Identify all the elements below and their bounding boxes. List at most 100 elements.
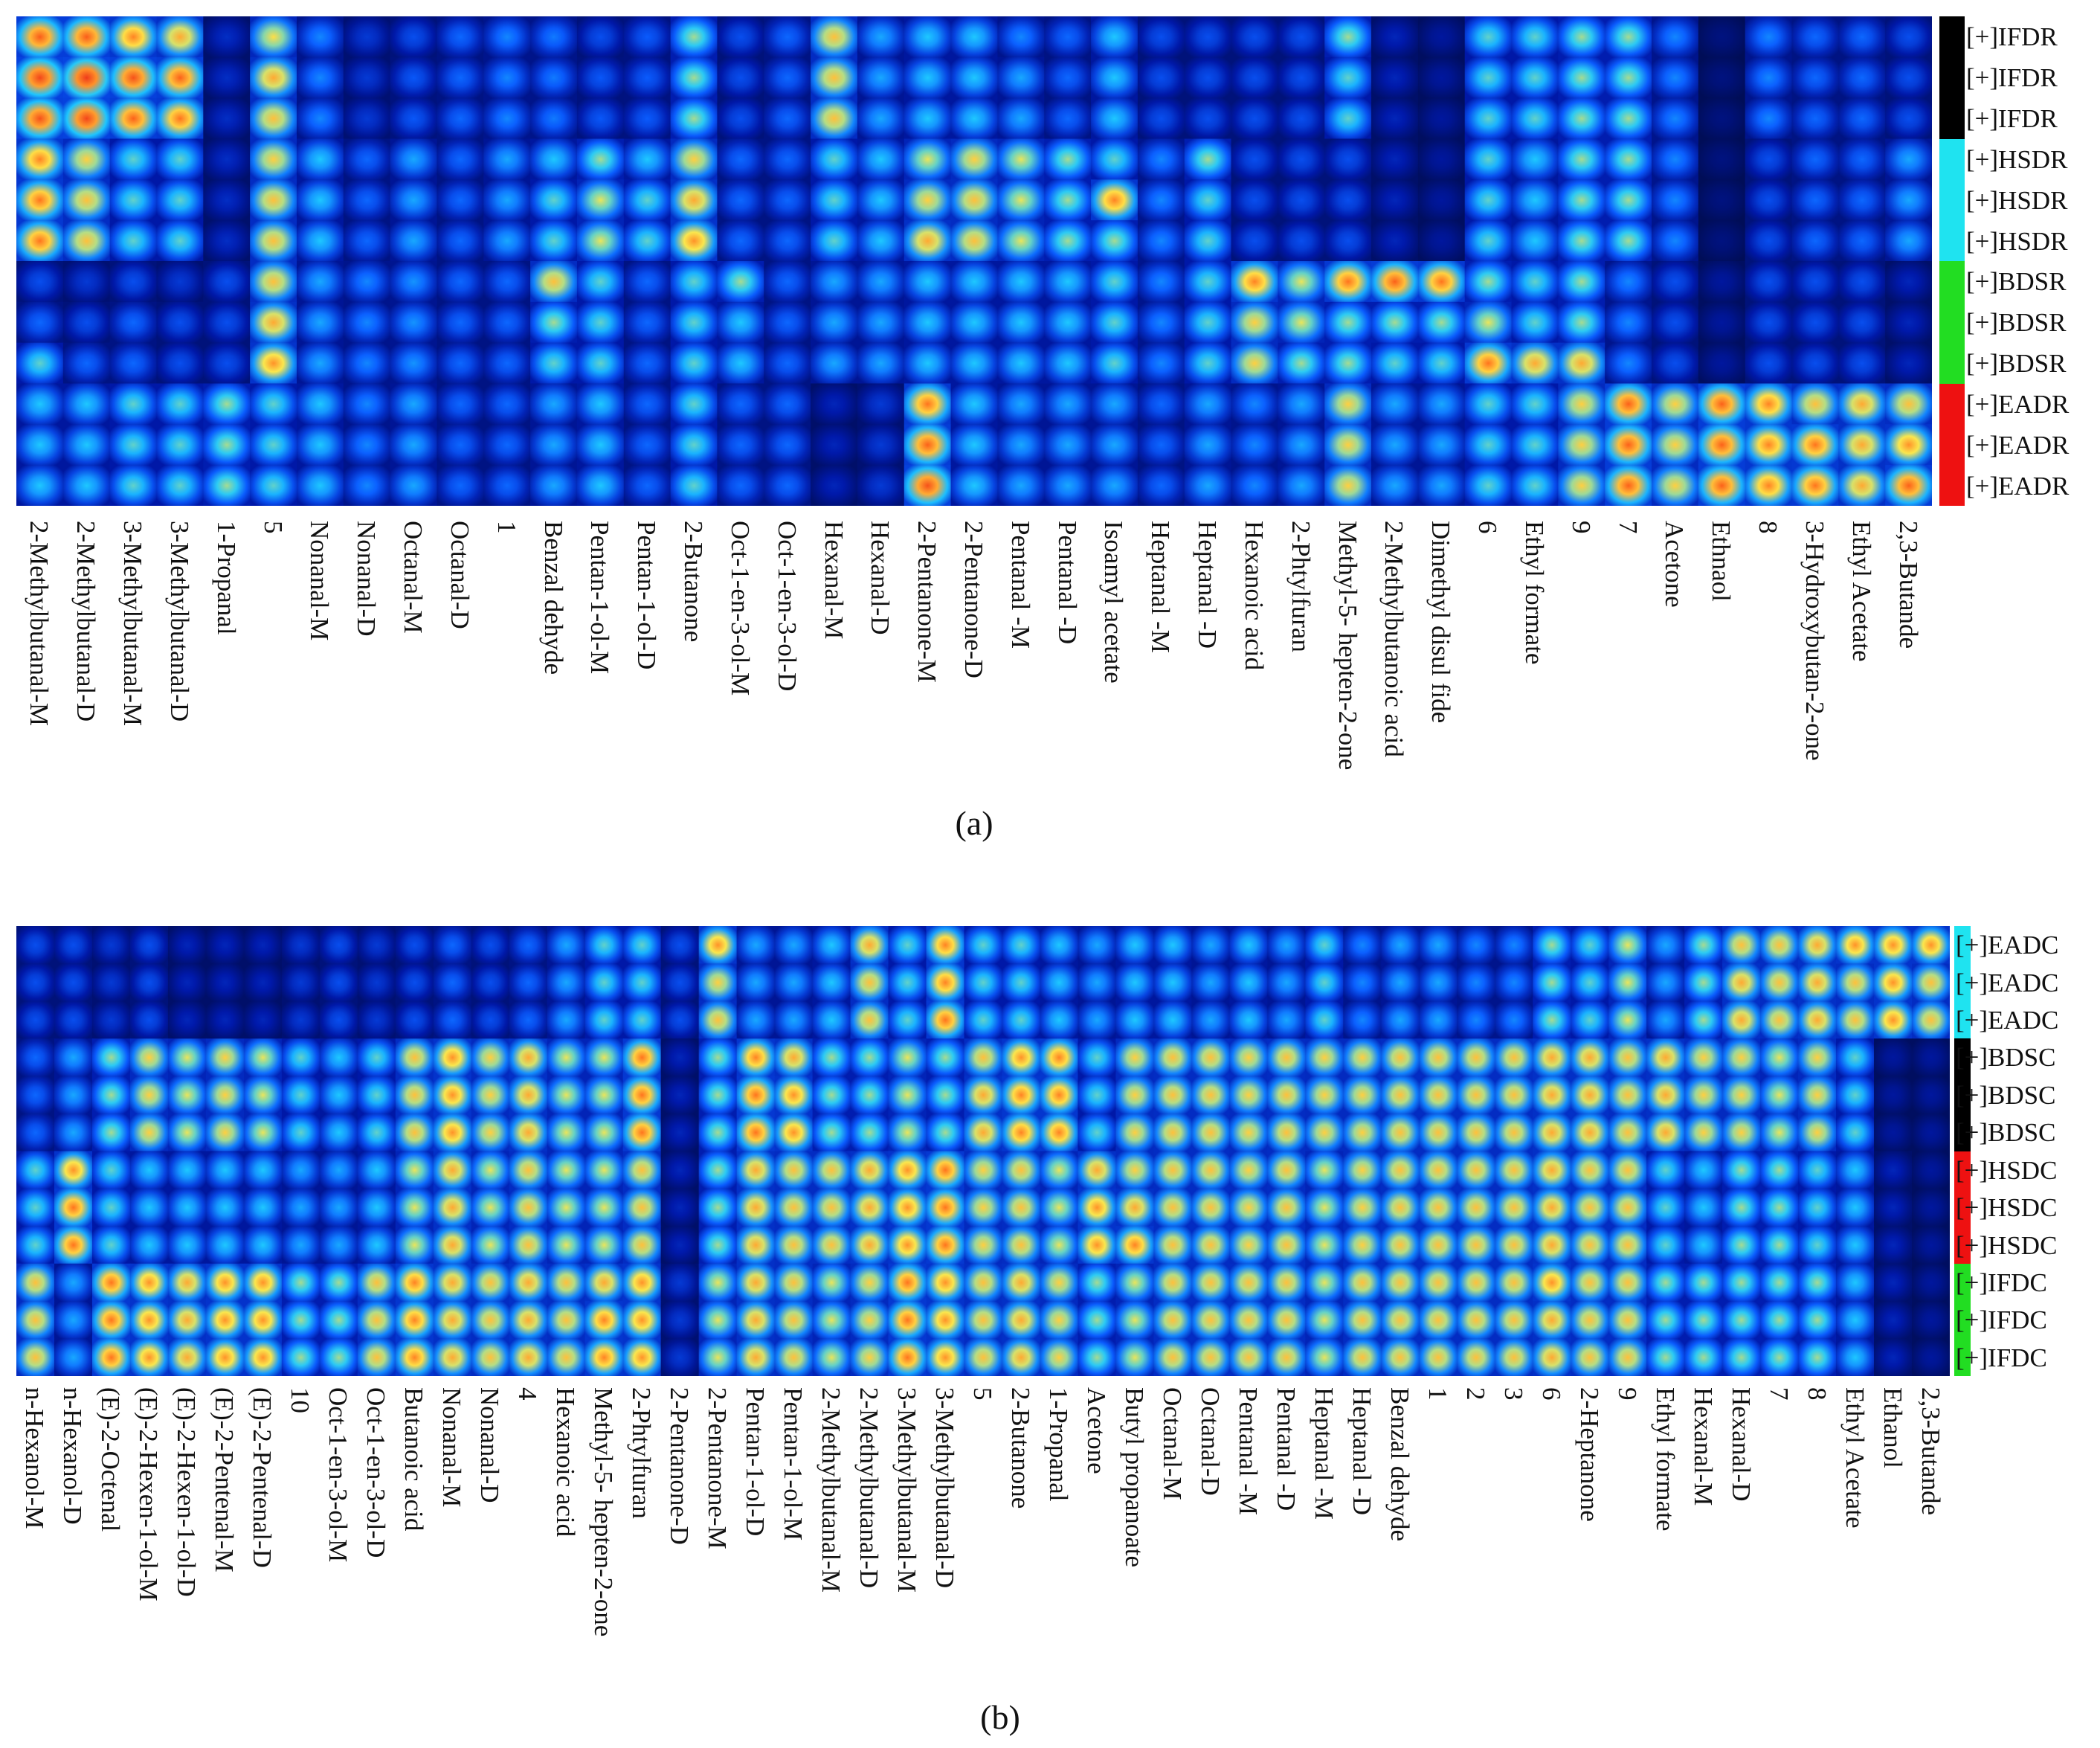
heatmap-cell-hexanoic-acid-r1 (1231, 16, 1278, 58)
heatmap-cell-methyl-5-hepten-2-one-r12 (584, 1338, 624, 1376)
heatmap-cell-octanal-d-r3 (1191, 1000, 1230, 1039)
heatmap-cell--e-2-hexen-1-ol-d-r4 (167, 1038, 207, 1077)
heatmap-cell-9-r3 (1608, 1000, 1647, 1039)
heatmap-cell-oct-1-en-3-ol-m-r3 (717, 97, 764, 140)
heatmap-cell-methyl-5-hepten-2-one-r12 (1324, 465, 1372, 506)
heatmap-cell-hexanoic-acid-r5 (547, 1076, 586, 1114)
heatmap-cell-heptanal-m-r3 (1137, 97, 1185, 140)
heatmap-cell-2-heptanone-r4 (1571, 1038, 1609, 1077)
heatmap-cell-3-methylbutanal-m-r8 (109, 301, 158, 344)
column-label: n-Hexanol-M (20, 1387, 50, 1529)
heatmap-cell-hexanal-m-r5 (1684, 1076, 1723, 1114)
heatmap-cell-nonanal-d-r8 (343, 301, 391, 344)
heatmap-cell-ethyl-acetate-r10 (1838, 383, 1886, 425)
heatmap-cell-n-hexanol-d-r1 (54, 926, 93, 965)
heatmap-cell-heptanal-m-r1 (1305, 926, 1344, 965)
heatmap-cell-3-methylbutanal-m-r4 (109, 138, 158, 180)
column-label: Ethyl Acetate (1846, 521, 1876, 662)
column-label: 2-Pentanone-D (959, 521, 988, 678)
heatmap-cell-butanoic-acid-r8 (395, 1188, 434, 1227)
row-label: [+]HSDC (1956, 1230, 2058, 1260)
heatmap-cell-2-3-butande-r1 (1885, 16, 1932, 58)
heatmap-cell-n-hexanol-m-r8 (16, 1188, 55, 1227)
heatmap-cell-pentanal-m-r11 (997, 424, 1045, 466)
heatmap-cell-octanal-d-r1 (1191, 926, 1230, 965)
heatmap-cell-ethyl-formate-r9 (1511, 342, 1559, 385)
heatmap-cell-ethyl-formate-r5 (1646, 1076, 1685, 1114)
heatmap-cell-2-phtylfuran-r5 (622, 1076, 662, 1114)
heatmap-cell-ethyl-formate-r12 (1646, 1338, 1685, 1376)
heatmap-cell--e-2-hexen-1-ol-m-r9 (129, 1226, 169, 1265)
heatmap-cell-2-3-butande-r3 (1885, 97, 1932, 140)
heatmap-cell-5-r10 (250, 383, 297, 425)
column-label: 2-Pentanone-D (665, 1387, 695, 1545)
heatmap-cell-6-r1 (1464, 16, 1513, 58)
heatmap-cell-oct-1-en-3-ol-d-r6 (764, 220, 811, 262)
heatmap-cell--e-2-hexen-1-ol-m-r8 (129, 1188, 169, 1227)
heatmap-cell-1-r3 (1419, 1000, 1458, 1039)
heatmap-cell-oct-1-en-3-ol-m-r8 (319, 1188, 358, 1227)
heatmap-cell-6-r2 (1533, 963, 1571, 1002)
heatmap-cell-oct-1-en-3-ol-d-r12 (764, 465, 811, 506)
group-bar-ifdr (1939, 16, 1965, 139)
heatmap-cell--e-2-octenal-r2 (91, 963, 131, 1002)
heatmap-cell--e-2-pentenal-m-r5 (205, 1076, 245, 1114)
heatmap-cell-7-r2 (1760, 963, 1799, 1002)
heatmap-cell-2-butanone-r3 (1002, 1000, 1041, 1039)
heatmap-cell-octanal-m-r7 (1153, 1151, 1192, 1189)
heatmap-cell-hexanal-d-r6 (857, 220, 905, 262)
row-label: [+]HSDR (1966, 226, 2068, 256)
heatmap-cell-8-r9 (1798, 1226, 1837, 1265)
heatmap-cell-9-r1 (1558, 16, 1605, 58)
heatmap-cell-pentan-1-ol-m-r5 (774, 1076, 814, 1114)
heatmap-cell-2-methylbutanal-m-r1 (812, 926, 851, 965)
heatmap-cell-2-phtylfuran-r12 (622, 1338, 662, 1376)
heatmap-cell-9-r12 (1608, 1338, 1647, 1376)
column-label: 2-Phtylfuran (627, 1387, 657, 1519)
heatmap-cell-octanal-m-r8 (1153, 1188, 1192, 1227)
heatmap-cell-methyl-5-hepten-2-one-r5 (1324, 179, 1372, 221)
heatmap-cell-2-methylbutanal-d-r1 (62, 16, 111, 58)
heatmap-cell-nonanal-m-r6 (433, 1114, 472, 1152)
column-label: Ethnaol (1707, 521, 1736, 602)
heatmap-cell-5-r2 (250, 57, 297, 99)
heatmap-cell-2-pentanone-d-r4 (950, 138, 999, 180)
heatmap-cell-n-hexanol-d-r3 (54, 1000, 93, 1039)
heatmap-cell-heptanal-d-r9 (1184, 342, 1232, 385)
heatmap-cell-nonanal-m-r1 (296, 16, 344, 58)
heatmap-cell-oct-1-en-3-ol-d-r11 (357, 1301, 396, 1340)
heatmap-cell-ethnaol-r6 (1698, 220, 1746, 262)
heatmap-cell-n-hexanol-m-r5 (16, 1076, 55, 1114)
heatmap-cell-6-r4 (1533, 1038, 1571, 1077)
row-label: [+]IFDC (1956, 1305, 2047, 1335)
heatmap-cell-benzal-dehyde-r8 (1381, 1188, 1420, 1227)
heatmap-cell-2-pentanone-m-r3 (698, 1000, 738, 1039)
heatmap-cell-heptanal-d-r8 (1184, 301, 1232, 344)
heatmap-cell-2-phtylfuran-r9 (1278, 342, 1325, 385)
heatmap-cell-2-methylbutanal-m-r12 (16, 465, 64, 506)
heatmap-cell-3-methylbutanal-m-r3 (109, 97, 158, 140)
heatmap-cell-pentan-1-ol-d-r2 (736, 963, 776, 1002)
heatmap-cell-2-methylbutanal-d-r2 (850, 963, 889, 1002)
heatmap-cell-6-r9 (1464, 342, 1513, 385)
heatmap-cell-3-methylbutanal-d-r5 (156, 179, 204, 221)
heatmap-cell-pentan-1-ol-m-r8 (576, 301, 625, 344)
heatmap-cell-octanal-d-r4 (1191, 1038, 1230, 1077)
heatmap-cell-3-methylbutanal-m-r12 (888, 1338, 927, 1376)
heatmap-cell-methyl-5-hepten-2-one-r8 (584, 1188, 624, 1227)
heatmap-cell-9-r2 (1608, 963, 1647, 1002)
heatmap-cell-ethyl-acetate-r2 (1838, 57, 1886, 99)
heatmap-cell-6-r4 (1464, 138, 1513, 180)
heatmap-cell-hexanal-m-r2 (1684, 963, 1723, 1002)
heatmap-cell--e-2-hexen-1-ol-d-r3 (167, 1000, 207, 1039)
heatmap-cell-methyl-5-hepten-2-one-r3 (584, 1000, 624, 1039)
heatmap-cell-acetone-r2 (1652, 57, 1699, 99)
heatmap-cell-hexanoic-acid-r10 (1231, 383, 1278, 425)
heatmap-cell-oct-1-en-3-ol-d-r2 (357, 963, 396, 1002)
heatmap-cell--e-2-pentenal-m-r1 (205, 926, 245, 965)
heatmap-cell-3-r1 (1495, 926, 1533, 965)
heatmap-cell-methyl-5-hepten-2-one-r4 (1324, 138, 1372, 180)
heatmap-cell-6-r3 (1464, 97, 1513, 140)
heatmap-cell-2-pentanone-m-r7 (904, 261, 952, 303)
heatmap-cell-nonanal-d-r3 (343, 97, 391, 140)
